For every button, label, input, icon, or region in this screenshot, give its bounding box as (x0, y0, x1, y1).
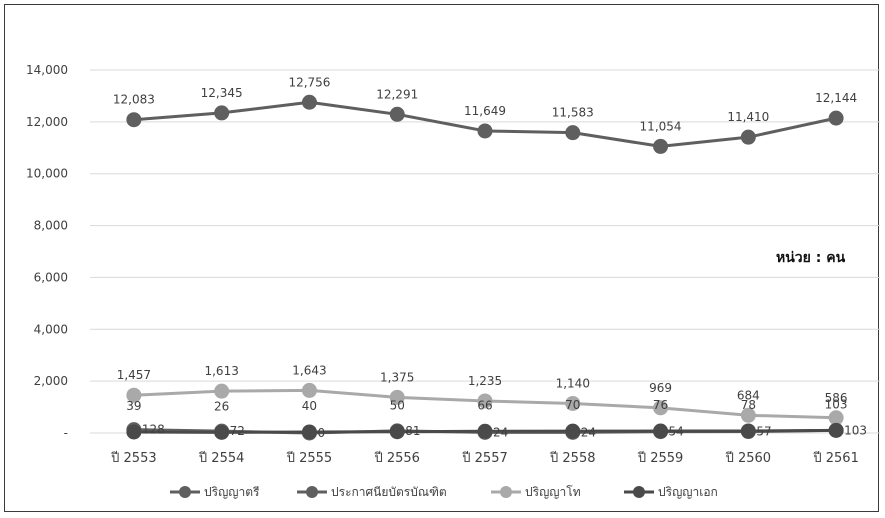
data-label: 66 (477, 398, 492, 412)
y-axis-ticks: - 2,000 4,000 6,000 8,000 10,000 12,000 14,000 (26, 63, 68, 440)
series-group (126, 94, 844, 441)
legend-label: ประกาศนียบัตรบัณฑิต (331, 485, 447, 499)
data-label: 12,756 (288, 75, 330, 89)
data-labels: 12,083 12,345 12,756 12,291 11,649 11,583 11,0… (113, 75, 867, 440)
data-label: 11,410 (727, 110, 769, 124)
data-label: 12,144 (815, 91, 857, 105)
data-label: 11,583 (552, 106, 594, 120)
data-point (389, 424, 405, 440)
legend-marker (306, 486, 318, 498)
x-tick-label: ปี 2555 (286, 450, 332, 466)
data-label: 969 (649, 381, 672, 395)
data-label: 684 (737, 388, 760, 402)
data-point (301, 424, 317, 440)
legend-label: ปริญญาตรี (204, 485, 260, 499)
data-label: 11,054 (640, 119, 682, 133)
data-point (477, 423, 493, 439)
y-tick-label: 12,000 (26, 115, 68, 129)
data-point (653, 400, 669, 416)
y-tick-label: - (64, 426, 68, 440)
data-point (565, 423, 581, 439)
data-label: 103 (825, 397, 848, 411)
data-label: 54 (669, 425, 684, 439)
y-tick-label: 2,000 (34, 374, 68, 388)
data-label: 1,643 (292, 363, 326, 377)
x-tick-label: ปี 2561 (812, 450, 858, 466)
data-point (389, 389, 405, 405)
data-point (477, 123, 493, 139)
data-point (653, 138, 669, 154)
data-label: 81 (405, 424, 420, 438)
legend-marker (179, 486, 191, 498)
data-label: 26 (214, 399, 229, 413)
x-tick-label: ปี 2558 (549, 450, 595, 466)
data-label: 57 (756, 425, 771, 439)
data-point (126, 424, 142, 440)
x-tick-label: ปี 2553 (110, 450, 156, 466)
data-point (126, 112, 142, 128)
data-point (214, 424, 230, 440)
data-point (126, 387, 142, 403)
y-tick-label: 14,000 (26, 63, 68, 77)
data-point (828, 410, 844, 426)
data-label: 40 (302, 399, 317, 413)
data-point (653, 423, 669, 439)
data-label: 128 (142, 423, 165, 437)
data-label: 24 (493, 425, 508, 439)
legend-label: ปริญญาเอก (658, 485, 718, 499)
y-tick-label: 6,000 (34, 270, 68, 284)
unit-note: หน่วย : คน (776, 250, 846, 266)
data-label: 1,375 (380, 370, 414, 384)
x-tick-label: ปี 2554 (198, 450, 244, 466)
data-label: 12,291 (376, 87, 418, 101)
data-label: 76 (653, 398, 668, 412)
data-point (740, 423, 756, 439)
x-tick-label: ปี 2557 (461, 450, 507, 466)
data-label: 586 (825, 391, 848, 405)
data-label: 12,083 (113, 93, 155, 107)
data-point (565, 125, 581, 141)
data-label: 39 (126, 399, 141, 413)
y-tick-label: 4,000 (34, 322, 68, 336)
x-axis-ticks: ปี 2553 ปี 2554 ปี 2555 ปี 2556 ปี 2557 ปี 25… (110, 450, 859, 466)
data-label: 70 (565, 398, 580, 412)
data-label: 103 (844, 423, 867, 437)
data-label: 1,613 (204, 364, 238, 378)
data-point (828, 110, 844, 126)
y-tick-label: 10,000 (26, 167, 68, 181)
data-point (301, 382, 317, 398)
data-label: 1,140 (556, 376, 590, 390)
legend-marker (500, 486, 512, 498)
data-label: 72 (230, 424, 245, 438)
y-tick-label: 8,000 (34, 219, 68, 233)
data-point (389, 106, 405, 122)
chart-frame (4, 4, 879, 512)
data-point (565, 395, 581, 411)
data-label: 1,235 (468, 374, 502, 388)
data-point (214, 383, 230, 399)
data-point (214, 105, 230, 121)
data-label: 50 (390, 399, 405, 413)
data-point (301, 94, 317, 110)
legend-marker (633, 486, 645, 498)
legend: ปริญญาตรี ประกาศนียบัตรบัณฑิต ปริญญาโท ปริญ… (170, 485, 718, 499)
data-label: 1,457 (117, 368, 151, 382)
legend-label: ปริญญาโท (525, 485, 581, 499)
data-label: 0 (317, 426, 325, 440)
data-point (477, 393, 493, 409)
x-tick-label: ปี 2559 (637, 450, 683, 466)
data-point (740, 407, 756, 423)
data-label: 11,649 (464, 104, 506, 118)
data-label: 24 (581, 425, 596, 439)
data-point (740, 129, 756, 145)
data-label: 78 (741, 398, 756, 412)
x-tick-label: ปี 2556 (373, 450, 419, 466)
x-tick-label: ปี 2560 (725, 450, 771, 466)
data-label: 12,345 (201, 86, 243, 100)
data-point (828, 422, 844, 438)
